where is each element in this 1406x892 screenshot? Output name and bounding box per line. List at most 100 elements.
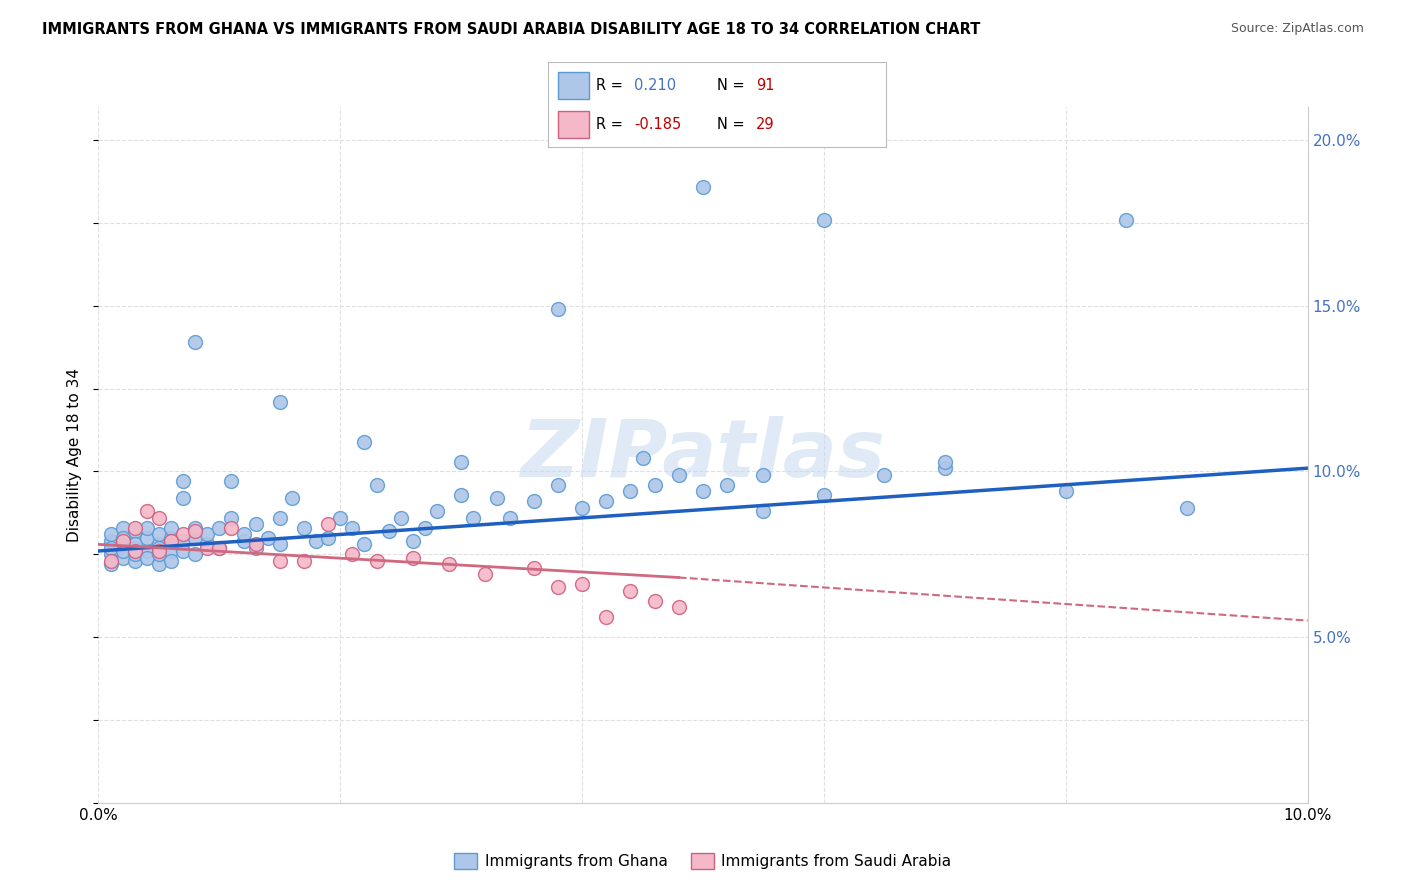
- Point: [316, 517, 339, 532]
- Point: [195, 527, 218, 541]
- Point: [148, 541, 170, 555]
- Point: [245, 541, 267, 555]
- Point: [547, 581, 569, 595]
- Point: [100, 534, 122, 549]
- Point: [873, 467, 896, 482]
- Point: [269, 511, 291, 525]
- Point: [124, 554, 146, 568]
- Point: [547, 302, 569, 317]
- Point: [389, 511, 412, 525]
- Point: [124, 521, 146, 535]
- Point: [402, 550, 425, 565]
- Point: [184, 531, 207, 545]
- Point: [148, 544, 170, 558]
- Point: [135, 521, 157, 535]
- Point: [172, 491, 194, 505]
- Point: [486, 491, 509, 505]
- Text: Source: ZipAtlas.com: Source: ZipAtlas.com: [1230, 22, 1364, 36]
- Point: [269, 554, 291, 568]
- Bar: [558, 71, 589, 99]
- Point: [402, 534, 425, 549]
- Point: [281, 491, 304, 505]
- Point: [221, 475, 243, 489]
- Text: 91: 91: [756, 78, 775, 93]
- Point: [813, 212, 835, 227]
- Point: [148, 547, 170, 561]
- Point: [124, 524, 146, 538]
- Point: [1054, 484, 1077, 499]
- Point: [353, 537, 375, 551]
- Point: [184, 547, 207, 561]
- Point: [111, 534, 134, 549]
- Point: [221, 511, 243, 525]
- Bar: [558, 111, 589, 138]
- Point: [100, 558, 122, 572]
- Point: [172, 534, 194, 549]
- Point: [595, 610, 617, 624]
- Text: -0.185: -0.185: [634, 117, 682, 132]
- Point: [716, 477, 738, 491]
- Point: [208, 541, 231, 555]
- Point: [631, 451, 654, 466]
- Text: R =: R =: [596, 117, 627, 132]
- Point: [413, 521, 436, 535]
- Point: [595, 494, 617, 508]
- Point: [245, 517, 267, 532]
- Point: [619, 484, 641, 499]
- Point: [668, 467, 690, 482]
- Point: [1175, 500, 1198, 515]
- Point: [523, 560, 546, 574]
- Point: [450, 488, 472, 502]
- Text: N =: N =: [717, 117, 749, 132]
- Point: [111, 550, 134, 565]
- Point: [644, 593, 666, 607]
- Point: [160, 554, 183, 568]
- Text: 29: 29: [756, 117, 775, 132]
- Point: [329, 511, 352, 525]
- Point: [668, 600, 690, 615]
- Point: [195, 537, 218, 551]
- Point: [148, 527, 170, 541]
- Point: [172, 527, 194, 541]
- Point: [232, 527, 254, 541]
- Point: [208, 521, 231, 535]
- Point: [692, 484, 714, 499]
- Point: [111, 521, 134, 535]
- Point: [498, 511, 520, 525]
- Point: [172, 544, 194, 558]
- Point: [316, 531, 339, 545]
- Point: [124, 547, 146, 561]
- Point: [184, 521, 207, 535]
- Point: [305, 534, 328, 549]
- Point: [269, 395, 291, 409]
- Point: [463, 511, 485, 525]
- Point: [269, 537, 291, 551]
- Point: [111, 544, 134, 558]
- Point: [111, 531, 134, 545]
- Point: [619, 583, 641, 598]
- Text: ZIPatlas: ZIPatlas: [520, 416, 886, 494]
- Point: [377, 524, 399, 538]
- Point: [160, 544, 183, 558]
- Point: [353, 434, 375, 449]
- Point: [292, 554, 315, 568]
- Point: [644, 477, 666, 491]
- Point: [366, 554, 388, 568]
- Text: R =: R =: [596, 78, 627, 93]
- Point: [148, 558, 170, 572]
- Point: [426, 504, 449, 518]
- Point: [571, 500, 593, 515]
- Text: N =: N =: [717, 78, 749, 93]
- Point: [523, 494, 546, 508]
- Point: [160, 521, 183, 535]
- Point: [135, 531, 157, 545]
- Text: IMMIGRANTS FROM GHANA VS IMMIGRANTS FROM SAUDI ARABIA DISABILITY AGE 18 TO 34 CO: IMMIGRANTS FROM GHANA VS IMMIGRANTS FROM…: [42, 22, 980, 37]
- Point: [547, 477, 569, 491]
- Point: [221, 521, 243, 535]
- Point: [256, 531, 278, 545]
- Point: [232, 534, 254, 549]
- Point: [934, 461, 956, 475]
- Point: [245, 537, 267, 551]
- Point: [148, 511, 170, 525]
- Point: [752, 467, 775, 482]
